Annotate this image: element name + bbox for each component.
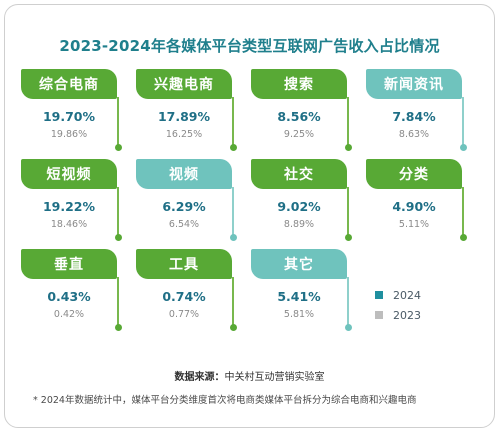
- value-2024: 6.29%: [162, 199, 206, 214]
- card-connector-line: [462, 187, 464, 237]
- category-label: 社交: [251, 159, 347, 189]
- value-2023: 0.42%: [53, 309, 85, 320]
- value-2023: 18.46%: [50, 219, 88, 230]
- value-2023: 0.77%: [168, 309, 200, 320]
- category-label: 搜索: [251, 69, 347, 99]
- legend: 2024 2023: [375, 285, 421, 325]
- card-connector-line: [462, 97, 464, 147]
- card-connector-dot: [229, 234, 237, 241]
- category-label: 工具: [136, 249, 232, 279]
- value-2024: 0.74%: [162, 289, 206, 304]
- metric-card: 工具 0.74% 0.77%: [136, 249, 248, 331]
- value-2023: 9.25%: [283, 129, 315, 140]
- card-connector-dot: [229, 144, 237, 151]
- chart-frame: 2023-2024年各媒体平台类型互联网广告收入占比情况 综合电商 19.70% 1…: [4, 4, 495, 428]
- metric-card: 分类 4.90% 5.11%: [366, 159, 478, 241]
- chart-title: 2023-2024年各媒体平台类型互联网广告收入占比情况: [59, 37, 440, 55]
- category-label: 其它: [251, 249, 347, 279]
- category-label: 短视频: [21, 159, 117, 189]
- value-2024: 8.56%: [277, 109, 321, 124]
- card-connector-line: [347, 187, 349, 237]
- legend-swatch-2023: [375, 311, 383, 319]
- metric-card: 其它 5.41% 5.81%: [251, 249, 363, 331]
- card-connector-line: [117, 97, 119, 147]
- value-2023: 19.86%: [50, 129, 88, 140]
- legend-label-2024: 2024: [393, 288, 421, 302]
- legend-item-2024: 2024: [375, 285, 421, 305]
- value-2024: 17.89%: [157, 109, 211, 124]
- data-source-text: 中关村互动营销实验室: [224, 372, 325, 383]
- card-connector-line: [232, 187, 234, 237]
- value-2023: 6.54%: [168, 219, 200, 230]
- data-source: 数据来源：中关村互动营销实验室: [5, 368, 494, 383]
- value-2024: 19.22%: [42, 199, 96, 214]
- legend-label-2023: 2023: [393, 308, 421, 322]
- metric-card: 社交 9.02% 8.89%: [251, 159, 363, 241]
- value-2024: 4.90%: [392, 199, 436, 214]
- legend-item-2023: 2023: [375, 305, 421, 325]
- value-2023: 5.81%: [283, 309, 315, 320]
- card-connector-line: [117, 277, 119, 327]
- metric-card: 短视频 19.22% 18.46%: [21, 159, 133, 241]
- value-2024: 0.43%: [47, 289, 91, 304]
- category-label: 兴趣电商: [136, 69, 232, 99]
- footnote: * 2024年数据统计中，媒体平台分类维度首次将电商类媒体平台拆分为综合电商和兴…: [33, 395, 417, 406]
- legend-swatch-2024: [375, 291, 383, 299]
- metric-card: 视频 6.29% 6.54%: [136, 159, 248, 241]
- category-label: 分类: [366, 159, 462, 189]
- value-2023: 8.63%: [398, 129, 430, 140]
- metric-card: 兴趣电商 17.89% 16.25%: [136, 69, 248, 151]
- metric-card: 综合电商 19.70% 19.86%: [21, 69, 133, 151]
- card-connector-dot: [229, 324, 237, 331]
- category-label: 视频: [136, 159, 232, 189]
- card-connector-line: [347, 277, 349, 327]
- value-2024: 9.02%: [277, 199, 321, 214]
- card-connector-dot: [344, 144, 352, 151]
- metric-card: 垂直 0.43% 0.42%: [21, 249, 133, 331]
- metric-card: 新闻资讯 7.84% 8.63%: [366, 69, 478, 151]
- card-connector-dot: [114, 144, 122, 151]
- value-2024: 7.84%: [392, 109, 436, 124]
- card-connector-dot: [344, 324, 352, 331]
- value-2023: 5.11%: [398, 219, 430, 230]
- card-connector-dot: [114, 234, 122, 241]
- card-connector-dot: [459, 144, 467, 151]
- value-2024: 5.41%: [277, 289, 321, 304]
- category-label: 垂直: [21, 249, 117, 279]
- card-grid: 综合电商 19.70% 19.86% 兴趣电商 17.89% 16.25% 搜索 8.56% 9…: [5, 5, 494, 427]
- card-connector-dot: [344, 234, 352, 241]
- card-connector-dot: [459, 234, 467, 241]
- card-connector-line: [232, 277, 234, 327]
- value-2024: 19.70%: [42, 109, 96, 124]
- category-label: 综合电商: [21, 69, 117, 99]
- value-2023: 16.25%: [165, 129, 203, 140]
- data-source-label: 数据来源：: [174, 372, 225, 383]
- value-2023: 8.89%: [283, 219, 315, 230]
- card-connector-dot: [114, 324, 122, 331]
- metric-card: 搜索 8.56% 9.25%: [251, 69, 363, 151]
- card-connector-line: [347, 97, 349, 147]
- card-connector-line: [232, 97, 234, 147]
- category-label: 新闻资讯: [366, 69, 462, 99]
- card-connector-line: [117, 187, 119, 237]
